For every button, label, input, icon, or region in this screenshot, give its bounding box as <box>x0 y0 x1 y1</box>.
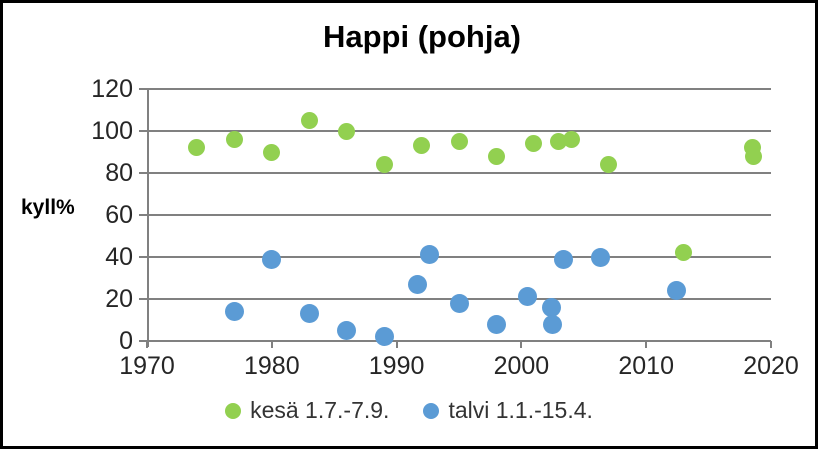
legend-item-kesa: kesä 1.7.-7.9. <box>225 397 389 424</box>
legend: kesä 1.7.-7.9. talvi 1.1.-15.4. <box>3 397 815 424</box>
y-tick-60 <box>139 214 147 216</box>
data-point-series-1 <box>666 281 686 301</box>
data-point-series-1 <box>374 327 394 347</box>
y-tick-120 <box>139 88 147 90</box>
y-tick-40 <box>139 256 147 258</box>
y-tick-label-120: 120 <box>91 75 133 103</box>
plot-area <box>147 88 771 347</box>
data-point-series-1 <box>486 314 506 334</box>
legend-label-talvi: talvi 1.1.-15.4. <box>448 397 593 423</box>
legend-label-kesa: kesä 1.7.-7.9. <box>250 397 390 423</box>
data-point-series-0 <box>338 122 356 140</box>
data-point-series-1 <box>543 314 563 334</box>
data-point-series-0 <box>263 143 281 161</box>
data-point-series-0 <box>450 133 468 150</box>
x-tick-2020 <box>770 341 772 348</box>
data-point-series-0 <box>413 137 431 155</box>
data-point-series-0 <box>188 139 206 157</box>
data-point-series-1 <box>408 274 428 294</box>
data-point-series-0 <box>300 112 318 129</box>
data-point-series-0 <box>745 147 763 165</box>
data-point-series-0 <box>600 156 618 174</box>
y-tick-20 <box>139 298 147 300</box>
data-point-series-0 <box>525 135 543 153</box>
y-tick-label-100: 100 <box>91 117 133 145</box>
x-tick-label-1990: 1990 <box>368 352 425 380</box>
gridline-y-100 <box>147 130 771 132</box>
legend-item-talvi: talvi 1.1.-15.4. <box>423 397 593 424</box>
y-tick-0 <box>139 340 147 342</box>
data-point-series-1 <box>590 247 610 267</box>
gridline-y-80 <box>147 172 771 174</box>
x-tick-1970 <box>146 341 148 348</box>
x-tick-label-2020: 2020 <box>743 352 799 380</box>
data-point-series-1 <box>518 287 538 307</box>
y-tick-label-40: 40 <box>105 243 133 271</box>
data-point-series-1 <box>449 293 469 313</box>
data-point-series-1 <box>262 249 282 269</box>
y-tick-label-20: 20 <box>105 285 133 313</box>
gridline-y-120 <box>147 88 771 90</box>
x-tick-2010 <box>645 341 648 348</box>
x-tick-label-1970: 1970 <box>119 352 175 380</box>
chart-title: Happi (pohja) <box>322 19 522 54</box>
data-point-series-0 <box>375 156 393 174</box>
y-tick-label-60: 60 <box>105 201 133 229</box>
data-point-series-1 <box>299 304 319 324</box>
x-tick-label-2010: 2010 <box>618 352 674 380</box>
data-point-series-1 <box>554 249 574 269</box>
x-tick-label-2000: 2000 <box>493 352 550 380</box>
x-tick-2000 <box>520 341 523 348</box>
data-point-series-1 <box>224 302 244 322</box>
x-tick-label-1980: 1980 <box>243 352 300 380</box>
y-axis-label: kyll% <box>21 196 75 219</box>
data-point-series-1 <box>541 297 561 317</box>
kesa-legend-dot-icon <box>225 402 242 419</box>
x-tick-1990 <box>395 341 398 348</box>
data-point-series-0 <box>562 130 580 148</box>
data-point-series-0 <box>487 147 505 165</box>
y-tick-label-80: 80 <box>105 159 133 187</box>
gridline-y-0 <box>147 340 771 342</box>
y-tick-100 <box>139 130 147 132</box>
y-tick-label-0: 0 <box>119 327 133 355</box>
data-point-series-1 <box>419 245 439 265</box>
gridline-y-60 <box>147 214 771 216</box>
talvi-legend-dot-icon <box>423 402 440 419</box>
x-tick-1980 <box>270 341 273 348</box>
data-point-series-1 <box>337 321 357 340</box>
data-point-series-0 <box>225 130 243 148</box>
y-axis-line <box>147 89 149 347</box>
y-tick-80 <box>139 172 147 174</box>
data-point-series-0 <box>675 244 693 262</box>
gridline-y-40 <box>147 256 771 258</box>
